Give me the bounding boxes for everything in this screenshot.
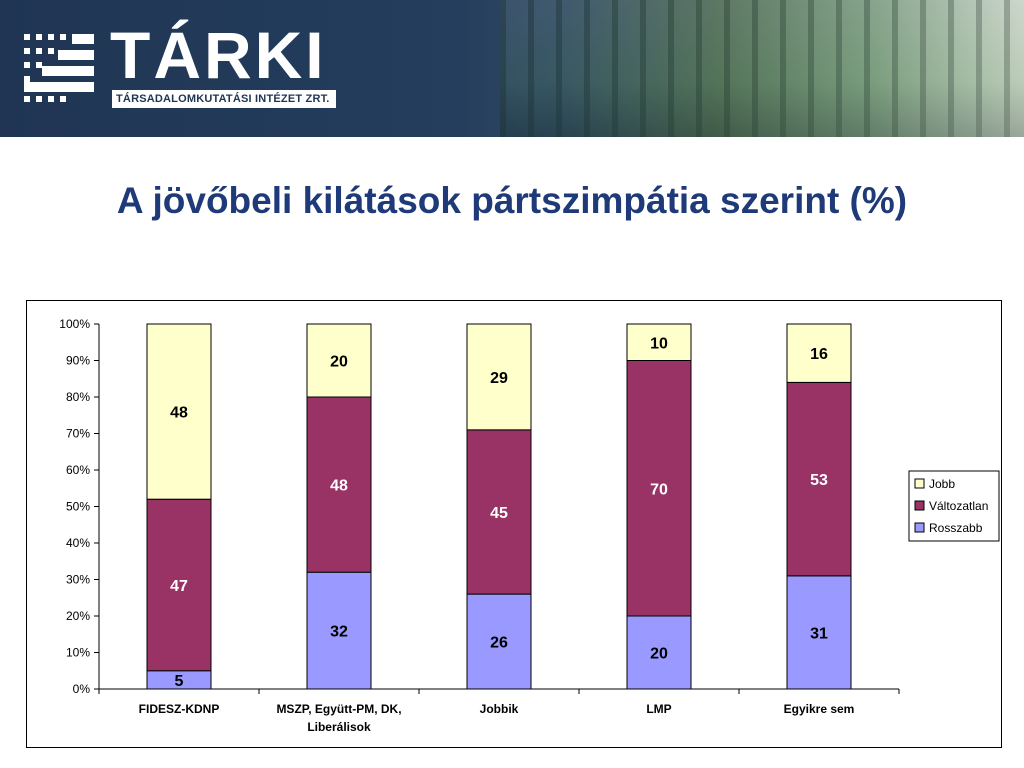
data-label: 20 bbox=[650, 646, 668, 663]
y-tick-label: 50% bbox=[66, 500, 90, 514]
data-label: 45 bbox=[490, 505, 508, 522]
bar-segment bbox=[146, 498, 212, 672]
bar-segment bbox=[786, 381, 852, 577]
legend-swatch bbox=[914, 522, 925, 533]
bar-segment bbox=[786, 575, 852, 690]
y-tick-label: 0% bbox=[73, 682, 91, 696]
data-label: 20 bbox=[330, 354, 348, 371]
data-label: 70 bbox=[650, 481, 668, 498]
logo-subtitle: TÁRSADALOMKUTATÁSI INTÉZET ZRT. bbox=[112, 90, 336, 108]
y-tick-label: 40% bbox=[66, 536, 90, 550]
data-label: 53 bbox=[810, 472, 828, 489]
x-category-label: FIDESZ-KDNP bbox=[139, 702, 220, 716]
banner-photo bbox=[500, 0, 1024, 137]
bar-segment bbox=[306, 571, 372, 690]
data-label: 47 bbox=[170, 578, 188, 595]
x-category-label: Liberálisok bbox=[307, 720, 371, 734]
y-tick-label: 10% bbox=[66, 646, 90, 660]
data-label: 16 bbox=[810, 346, 828, 363]
legend-swatch bbox=[914, 478, 925, 489]
y-tick-label: 100% bbox=[59, 317, 90, 331]
x-category-label: Jobbik bbox=[480, 702, 519, 716]
bar-segment bbox=[466, 323, 532, 431]
x-category-label: Egyikre sem bbox=[784, 702, 855, 716]
y-tick-label: 80% bbox=[66, 390, 90, 404]
header-banner: TÁRKI TÁRSADALOMKUTATÁSI INTÉZET ZRT. bbox=[0, 0, 1024, 137]
data-label: 48 bbox=[330, 478, 348, 495]
tarki-logo-mark-icon bbox=[24, 34, 94, 102]
chart-frame: 0% 10% 20% 30% 40% 50% 60% 70% 80% 90% 100% 5 47 48 FI… bbox=[26, 300, 1002, 748]
x-category-label: LMP bbox=[646, 702, 671, 716]
legend-label: Jobb bbox=[929, 477, 955, 491]
bar-segment bbox=[786, 323, 852, 383]
bar-segment bbox=[626, 360, 692, 617]
y-tick-label: 70% bbox=[66, 427, 90, 441]
data-label: 32 bbox=[330, 624, 348, 641]
stacked-bar-chart: 0% 10% 20% 30% 40% 50% 60% 70% 80% 90% 100% 5 47 48 FI… bbox=[59, 317, 1000, 734]
y-tick-label: 30% bbox=[66, 573, 90, 587]
bar-segment bbox=[146, 323, 212, 500]
data-label: 10 bbox=[650, 335, 668, 352]
y-tick-label: 60% bbox=[66, 463, 90, 477]
page-title: A jövőbeli kilátások pártszimpátia szeri… bbox=[116, 180, 908, 221]
y-tick-label: 90% bbox=[66, 354, 90, 368]
legend-label: Változatlan bbox=[929, 499, 988, 513]
bar-segment bbox=[626, 323, 692, 361]
y-tick-label: 20% bbox=[66, 609, 90, 623]
legend-swatch bbox=[914, 500, 925, 511]
bar-segment bbox=[466, 593, 532, 690]
legend-label: Rosszabb bbox=[929, 521, 983, 535]
bar-segment bbox=[626, 615, 692, 690]
x-category-label: MSZP, Együtt-PM, DK, bbox=[276, 702, 401, 716]
bar-segment bbox=[466, 429, 532, 595]
data-label: 26 bbox=[490, 635, 508, 652]
data-label: 31 bbox=[810, 625, 828, 642]
logo-text: TÁRKI bbox=[110, 18, 327, 92]
bar-segment bbox=[306, 323, 372, 398]
data-label: 48 bbox=[170, 405, 188, 422]
data-label: 29 bbox=[490, 370, 508, 387]
data-label: 5 bbox=[175, 673, 184, 690]
